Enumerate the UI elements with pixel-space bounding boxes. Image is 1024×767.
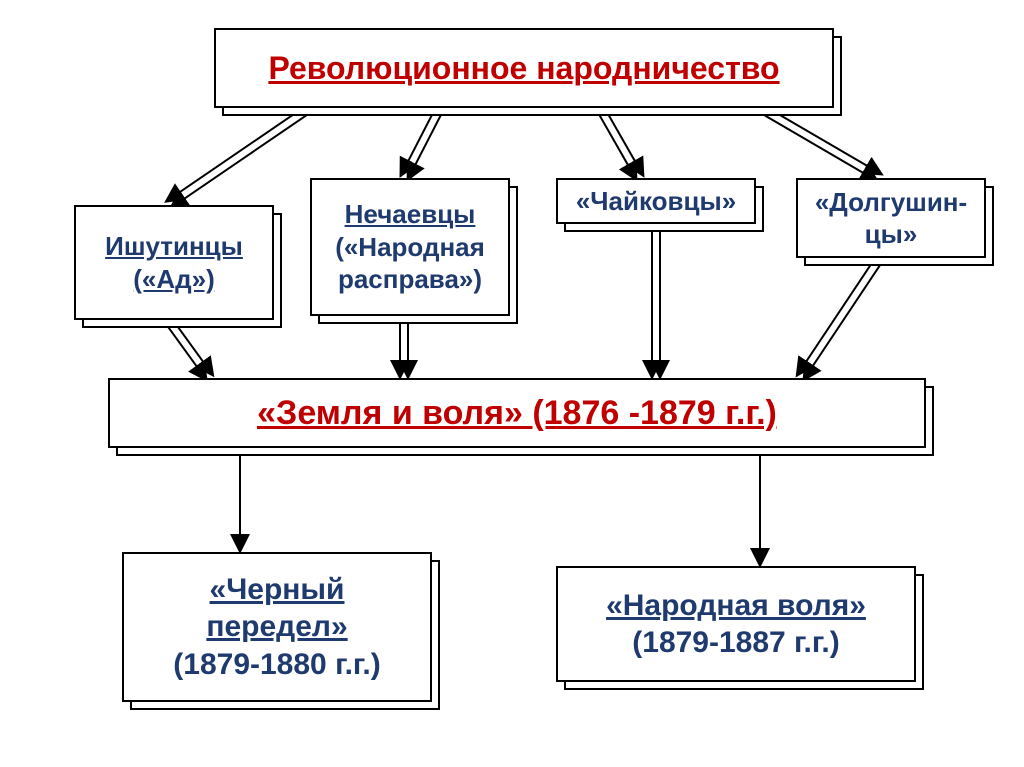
box-chaikovtsy: «Чайковцы» [556,178,756,224]
b1-text: Ишутинцы(«Ад») [105,230,243,295]
bl-text: «Черныйпередел»(1879-1880 г.г.) [173,571,380,684]
top-title: Революционное народничество [268,50,779,87]
box-nechaevtsy: Нечаевцы(«Народнаярасправа») [310,178,510,316]
diagram-canvas: Революционное народничество Ишутинцы(«Ад… [0,0,1024,767]
b3-text: «Чайковцы» [576,186,736,217]
b4-text: «Долгушин-цы» [815,186,967,251]
br-text: «Народная воля»(1879-1887 г.г.) [606,587,866,662]
box-zemlya-i-volya: «Земля и воля» (1876 -1879 г.г.) [108,378,926,448]
box-narodnaya-volya: «Народная воля»(1879-1887 г.г.) [556,566,916,682]
box-dolgushintsy: «Долгушин-цы» [796,178,986,258]
box-ishutintsy: Ишутинцы(«Ад») [74,205,274,320]
b2-text: Нечаевцы(«Народнаярасправа») [335,198,485,296]
mid-title: «Земля и воля» (1876 -1879 г.г.) [257,394,777,433]
top-box: Революционное народничество [214,28,834,108]
box-cherny-peredel: «Черныйпередел»(1879-1880 г.г.) [122,552,432,702]
